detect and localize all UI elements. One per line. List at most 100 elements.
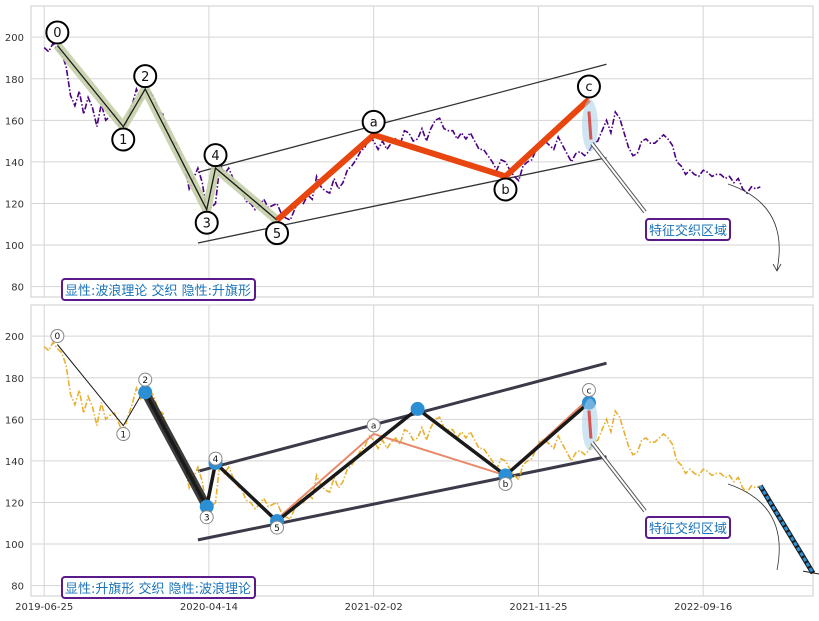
wave-correction-line bbox=[275, 97, 591, 223]
wave-marker-c bbox=[576, 74, 601, 99]
wave-label-4: 4 bbox=[213, 455, 219, 465]
x-tick-label: 2021-02-02 bbox=[345, 602, 403, 613]
bottom-grid bbox=[31, 305, 813, 596]
top-annotation-box bbox=[645, 218, 731, 241]
projection-line bbox=[758, 485, 815, 574]
pattern-node bbox=[410, 401, 425, 416]
y-tick-label: 140 bbox=[5, 158, 24, 169]
top-price-series bbox=[43, 41, 761, 222]
bottom-annotation-arrow-inner bbox=[591, 441, 646, 512]
bottom-panel-label-box bbox=[61, 576, 256, 599]
y-tick-label: 80 bbox=[11, 582, 24, 593]
bottom-annotation-box bbox=[645, 516, 731, 539]
y-tick-label: 180 bbox=[5, 75, 24, 86]
wave-label-1: 1 bbox=[119, 133, 127, 148]
wave-label-2: 2 bbox=[141, 70, 149, 85]
bottom-markers: 0 1 2 3 4 5 a b c bbox=[50, 328, 598, 535]
projection-end-tick bbox=[802, 570, 819, 575]
bottom-annotation: 特征交织区域 bbox=[590, 441, 780, 571]
x-tick-labels: 2019-06-25 2020-04-14 2021-02-02 2021-11-25… bbox=[15, 602, 732, 613]
wave-marker-2 bbox=[133, 64, 158, 89]
wave-label-b: b bbox=[503, 480, 509, 490]
wave-label-5: 5 bbox=[273, 227, 281, 242]
channel-lower-line bbox=[197, 455, 607, 542]
channel-upper-line bbox=[197, 63, 607, 173]
wave-label-5: 5 bbox=[274, 524, 280, 534]
y-tick-label: 120 bbox=[5, 498, 24, 509]
x-tick-label: 2019-06-25 bbox=[15, 602, 73, 613]
bottom-price-series bbox=[43, 340, 761, 521]
x-tick-label: 2022-09-16 bbox=[674, 602, 732, 613]
top-grid bbox=[31, 6, 813, 297]
top-annotation-label: 特征交织区域 bbox=[649, 223, 727, 239]
wave-label-c: c bbox=[586, 386, 591, 396]
bottom-curved-arrow bbox=[727, 483, 780, 571]
wave-label-a: a bbox=[370, 116, 378, 131]
wave-impulse-line bbox=[56, 45, 278, 221]
wave-marker-0 bbox=[45, 20, 70, 45]
bottom-annotation-label: 特征交织区域 bbox=[649, 521, 727, 537]
wave-marker-a bbox=[366, 418, 381, 433]
wave-marker-3 bbox=[199, 510, 214, 525]
y-tick-label: 200 bbox=[5, 332, 24, 343]
price-line bbox=[43, 340, 761, 521]
top-panel-label: 显性:波浪理论 交织 隐性:升旗形 bbox=[65, 283, 251, 299]
highlight-mark bbox=[587, 111, 593, 140]
wave-marker-3 bbox=[194, 210, 219, 235]
wave-marker-1 bbox=[116, 427, 131, 442]
top-y-tick-labels: 80 100 120 140 160 180 200 bbox=[5, 33, 24, 293]
y-tick-label: 160 bbox=[5, 415, 24, 426]
wave-marker-5 bbox=[270, 520, 285, 535]
top-annotation-arrow-inner bbox=[591, 142, 646, 213]
pattern-node bbox=[199, 499, 214, 514]
top-wave-lines bbox=[53, 42, 591, 224]
top-wave-markers: 0 1 2 3 4 5 a b c bbox=[45, 20, 601, 246]
wave-label-0: 0 bbox=[54, 332, 60, 342]
wave-label-4: 4 bbox=[211, 149, 219, 164]
y-tick-label: 100 bbox=[5, 540, 24, 551]
y-tick-label: 180 bbox=[5, 374, 24, 385]
wave-label-c: c bbox=[585, 80, 592, 95]
wave-marker-4 bbox=[203, 143, 228, 168]
wave-marker-4 bbox=[208, 451, 223, 466]
top-panel-label-box bbox=[61, 278, 256, 301]
top-panel: 80 100 120 140 160 180 200 0 1 2 3 4 5 a b c 特征交织区域 显性… bbox=[5, 5, 814, 301]
bottom-panel-label: 显性:升旗形 交织 隐性:波浪理论 bbox=[65, 581, 251, 597]
y-tick-label: 140 bbox=[5, 457, 24, 468]
wave-label-2: 2 bbox=[142, 376, 148, 386]
price-line bbox=[43, 41, 761, 222]
top-curved-arrow bbox=[727, 183, 780, 271]
wave-label-a: a bbox=[371, 422, 377, 432]
highlight-mark bbox=[587, 410, 593, 439]
bottom-y-tick-labels: 80 100 120 140 160 180 200 bbox=[5, 332, 24, 592]
y-tick-label: 80 bbox=[11, 283, 24, 294]
wave-marker-1 bbox=[111, 127, 136, 152]
wave-marker-2 bbox=[138, 372, 153, 387]
wave-marker-c bbox=[581, 383, 596, 398]
y-tick-label: 120 bbox=[5, 199, 24, 210]
wave-marker-b bbox=[498, 476, 513, 491]
wave-label-0: 0 bbox=[53, 26, 61, 41]
wave-label-b: b bbox=[501, 183, 509, 198]
y-tick-label: 200 bbox=[5, 33, 24, 44]
wave-marker-0 bbox=[50, 328, 65, 343]
pattern-node bbox=[138, 385, 153, 400]
bottom-panel: 80 100 120 140 160 180 200 0 1 2 3 4 5 a b c 特征交织区域 显性… bbox=[5, 304, 819, 599]
wave-marker-5 bbox=[265, 221, 290, 246]
channel-upper-line bbox=[197, 361, 607, 473]
wave-label-3: 3 bbox=[204, 513, 210, 523]
x-tick-label: 2020-04-14 bbox=[180, 602, 238, 613]
wave-label-1: 1 bbox=[120, 430, 126, 440]
wave-label-3: 3 bbox=[203, 216, 211, 231]
wave-marker-b bbox=[493, 177, 518, 202]
x-tick-label: 2021-11-25 bbox=[509, 602, 567, 613]
wave-impulse-line bbox=[57, 344, 146, 427]
y-tick-label: 160 bbox=[5, 116, 24, 127]
wave-marker-a bbox=[361, 109, 386, 134]
bottom-channel bbox=[197, 361, 607, 542]
top-curved-arrowhead bbox=[772, 263, 782, 272]
top-annotation: 特征交织区域 bbox=[590, 142, 782, 272]
y-tick-label: 100 bbox=[5, 241, 24, 252]
